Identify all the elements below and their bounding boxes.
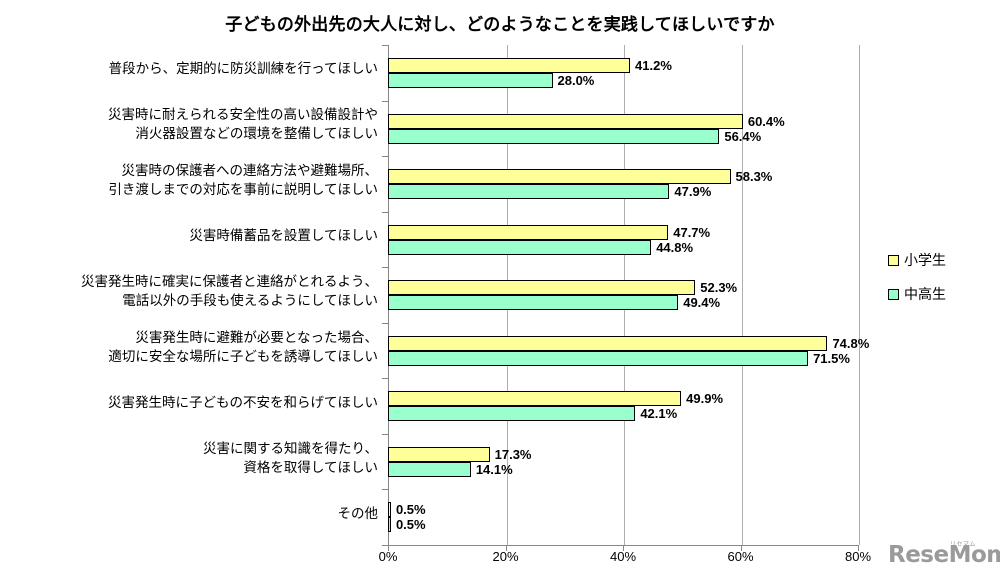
category-label: 災害発生時に子どもの不安を和らげてほしい [108, 394, 378, 410]
y-tick-mark [382, 100, 388, 102]
legend-swatch-icon [888, 254, 899, 266]
legend-label: 中高生 [904, 286, 946, 302]
category-label: 災害時に耐えられる安全性の高い設備設計や 消火器設置などの環境を整備してほしい [108, 107, 378, 142]
bar-shogakusei [388, 280, 696, 296]
y-tick-mark [382, 45, 388, 46]
bar-shogakusei [388, 335, 828, 351]
y-tick-mark [382, 322, 388, 324]
y-tick-mark [382, 489, 388, 491]
category-label: 災害時の保護者への連絡方法や避難場所、 引き渡しまでの対応を事前に説明してほしい [108, 162, 378, 197]
category-label: 災害発生時に確実に保護者と連絡がとれるよう、 電話以外の手段も使えるようにしてほ… [81, 274, 378, 308]
bar-chukousei [388, 128, 720, 144]
bar-value-label: 60.4% [747, 113, 785, 129]
bar-value-label: 42.1% [640, 406, 678, 422]
bar-chukousei [388, 295, 679, 311]
bar-value-label: 56.4% [724, 128, 762, 144]
bar-chukousei [388, 184, 670, 200]
y-tick-mark [382, 211, 388, 213]
bar-chukousei [388, 461, 471, 477]
bar-value-label: 0.5% [395, 517, 426, 533]
bar-value-label: 17.3% [494, 446, 532, 462]
gridline [741, 45, 743, 545]
bar-chukousei [388, 406, 636, 422]
legend-swatch-icon [888, 288, 899, 300]
watermark-ruby-text: リセマム [950, 542, 977, 548]
bar-chukousei [388, 239, 652, 255]
bar-value-label: 44.8% [656, 239, 694, 255]
bar-shogakusei [388, 224, 669, 240]
gridline [859, 45, 860, 545]
y-tick-mark [382, 378, 388, 380]
x-tick-mark [505, 545, 507, 551]
y-tick-mark [382, 156, 388, 158]
y-tick-mark [382, 267, 388, 269]
x-tick-mark [623, 545, 624, 551]
y-tick-mark [382, 545, 388, 546]
x-tick-mark [388, 545, 389, 551]
bar-shogakusei [388, 446, 490, 462]
legend-label: 小学生 [904, 252, 946, 268]
bar-value-label: 41.2% [635, 58, 672, 73]
bar-value-label: 74.8% [832, 335, 870, 351]
x-tick-label: 20% [492, 549, 519, 564]
category-label: 普段から、定期的に防災訓練を行ってほしい [108, 61, 378, 77]
legend-item[interactable]: 小学生 [888, 250, 988, 270]
bar-value-label: 28.0% [557, 73, 595, 88]
category-axis-labels: 普段から、定期的に防災訓練を行ってほしい災害時に耐えられる安全性の高い設備設計や… [10, 0, 378, 582]
category-label: 災害時備蓄品を設置してほしい [189, 227, 378, 243]
watermark-text: ReseMom [888, 542, 1000, 568]
legend-item[interactable]: 中高生 [888, 284, 988, 304]
bar-value-label: 49.4% [683, 295, 721, 311]
bar-chukousei [388, 517, 391, 533]
bar-value-label: 0.5% [395, 502, 426, 518]
x-tick-mark [740, 545, 742, 551]
bar-value-label: 14.1% [475, 461, 513, 477]
x-tick-label: 0% [378, 549, 398, 564]
x-tick-label: 40% [609, 549, 637, 564]
bar-shogakusei [388, 58, 631, 73]
resemom-watermark: ReseMom リセマム [888, 540, 1000, 574]
bar-value-label: 52.3% [700, 280, 738, 296]
chart-legend: 小学生 中高生 [888, 250, 988, 318]
bar-shogakusei [388, 169, 731, 185]
bar-shogakusei [388, 113, 743, 129]
bar-chukousei [388, 350, 809, 366]
bar-value-label: 47.7% [673, 224, 711, 240]
bar-value-label: 47.9% [674, 184, 712, 200]
x-tick-mark [858, 545, 859, 551]
bar-value-label: 58.3% [735, 169, 773, 185]
category-label: 災害発生時に避難が必要となった場合、 適切に安全な場所に子どもを誘導してほしい [108, 329, 378, 364]
x-tick-label: 60% [727, 549, 754, 564]
bar-value-label: 49.9% [686, 391, 724, 407]
bar-chukousei [388, 73, 553, 88]
bar-shogakusei [388, 391, 682, 407]
category-label: 災害に関する知識を得たり、 資格を取得してほしい [203, 440, 378, 475]
y-tick-mark [382, 433, 388, 435]
chart-title: 子どもの外出先の大人に対し、どのようなことを実践してほしいですか [225, 15, 775, 34]
x-tick-label: 80% [844, 549, 872, 564]
bar-value-label: 71.5% [813, 350, 850, 366]
bar-shogakusei [388, 502, 391, 518]
category-label: その他 [337, 505, 379, 521]
